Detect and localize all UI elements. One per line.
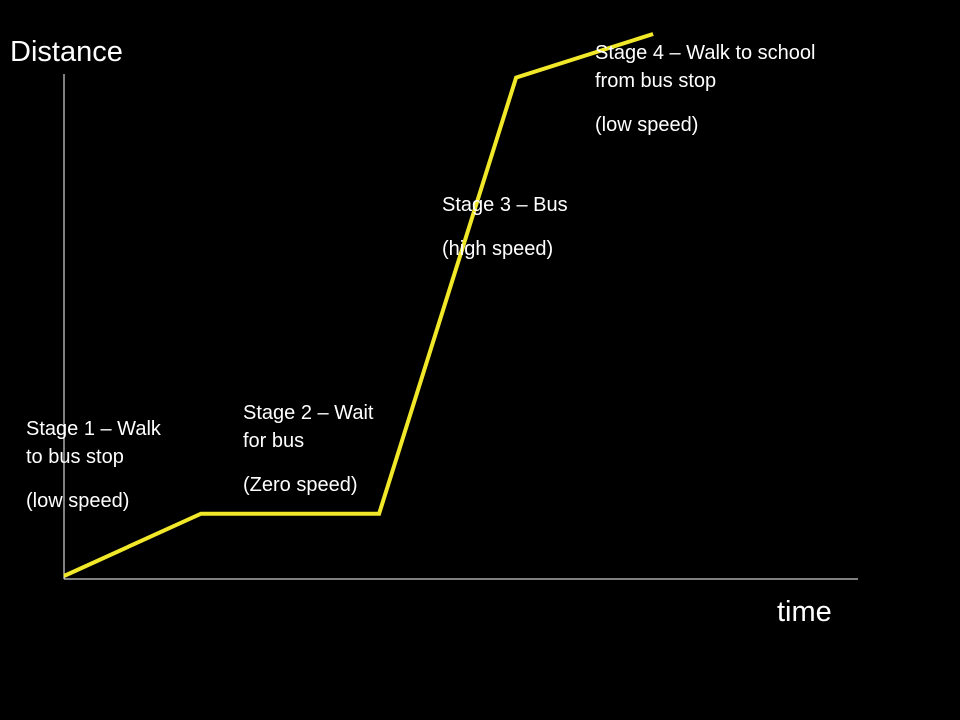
stage-4-title-line-1: Stage 4 – Walk to school <box>595 42 816 64</box>
stage-3-title-line-1: Stage 3 – Bus <box>442 194 568 216</box>
stage-4-annotation: Stage 4 – Walk to school from bus stop (… <box>595 39 816 139</box>
stage-1-annotation: Stage 1 – Walk to bus stop (low speed) <box>26 415 161 515</box>
stage-1-title-line-2: to bus stop <box>26 446 124 468</box>
stage-3-speed-note: (high speed) <box>442 238 554 260</box>
stage-1-title-line-1: Stage 1 – Walk <box>26 418 161 440</box>
stage-4-speed-note: (low speed) <box>595 114 699 136</box>
stage-1-speed-note: (low speed) <box>26 490 130 512</box>
journey-series-line <box>63 32 654 578</box>
stage-4-title-line-2: from bus stop <box>595 70 717 92</box>
x-axis-label: time <box>777 596 832 628</box>
stage-2-annotation: Stage 2 – Wait for bus (Zero speed) <box>243 399 373 499</box>
stage-3-annotation: Stage 3 – Bus (high speed) <box>442 191 568 263</box>
stage-2-speed-note: (Zero speed) <box>243 474 358 496</box>
y-axis-label: Distance <box>10 36 123 68</box>
stage-2-title-line-2: for bus <box>243 430 305 452</box>
stage-2-title-line-1: Stage 2 – Wait <box>243 402 374 424</box>
